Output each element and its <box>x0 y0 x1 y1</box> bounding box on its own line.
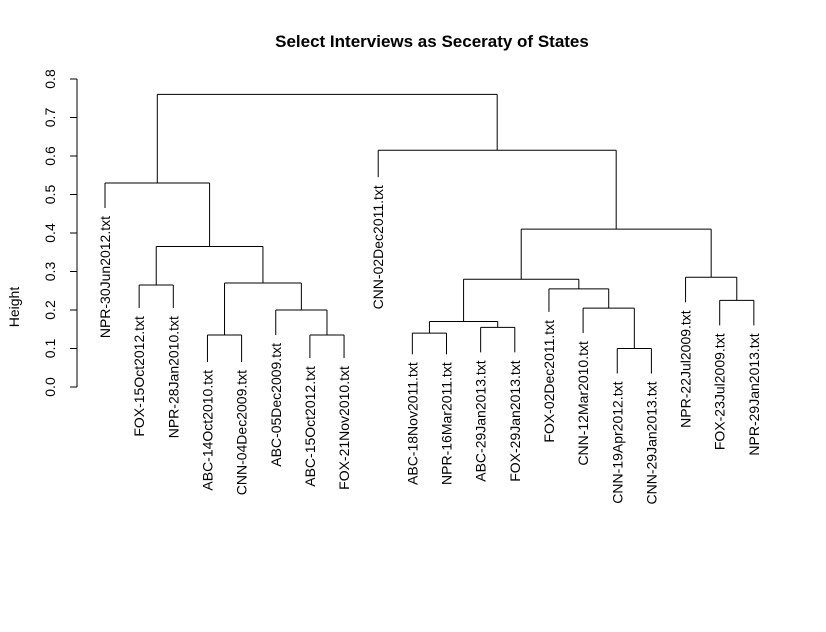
leaf-label: NPR-29Jan2013.txt <box>746 333 762 455</box>
y-tick-label: 0.0 <box>42 377 58 397</box>
leaf-label: ABC-29Jan2013.txt <box>473 360 489 482</box>
y-axis: 0.0 0.1 0.2 0.3 0.4 0.5 0.6 0.7 0.8 <box>42 69 78 397</box>
chart-title: Select Interviews as Seceraty of States <box>275 32 589 51</box>
leaf-label: CNN-29Jan2013.txt <box>643 381 659 504</box>
leaf-label: NPR-28Jan2010.txt <box>165 316 181 438</box>
leaf-label: FOX-15Oct2012.txt <box>131 316 147 437</box>
leaf-label: CNN-19Apr2012.txt <box>609 381 625 503</box>
leaf-label: CNN-12Mar2010.txt <box>575 341 591 466</box>
y-tick-label: 0.2 <box>42 300 58 320</box>
leaf-label: FOX-21Nov2010.txt <box>336 366 352 490</box>
y-tick-label: 0.4 <box>42 223 58 243</box>
leaf-label: NPR-16Mar2011.txt <box>439 362 455 485</box>
leaf-label: FOX-02Dec2011.txt <box>541 320 557 443</box>
leaf-label: NPR-30Jun2012.txt <box>97 216 113 338</box>
leaf-labels: NPR-30Jun2012.txt FOX-15Oct2012.txt NPR-28… <box>97 185 762 504</box>
y-tick-label: 0.7 <box>42 108 58 128</box>
dendrogram-tree <box>104 93 755 374</box>
y-tick-label: 0.5 <box>42 185 58 205</box>
leaf-label: CNN-02Dec2011.txt <box>370 185 386 309</box>
leaf-label: FOX-23Jul2009.txt <box>712 333 728 450</box>
leaf-label: ABC-18Nov2011.txt <box>404 362 420 485</box>
y-tick-label: 0.3 <box>42 262 58 282</box>
y-tick-label: 0.8 <box>42 69 58 89</box>
leaf-label: NPR-22Jul2009.txt <box>678 310 694 428</box>
leaf-label: ABC-05Dec2009.txt <box>268 343 284 467</box>
leaf-label: ABC-14Oct2010.txt <box>199 370 215 491</box>
leaf-label: ABC-15Oct2012.txt <box>302 366 318 487</box>
leaf-label: FOX-29Jan2013.txt <box>507 360 523 482</box>
y-axis-label: Height <box>6 287 22 328</box>
leaf-label: CNN-04Dec2009.txt <box>234 370 250 495</box>
y-tick-label: 0.1 <box>42 339 58 359</box>
y-tick-label: 0.6 <box>42 146 58 166</box>
